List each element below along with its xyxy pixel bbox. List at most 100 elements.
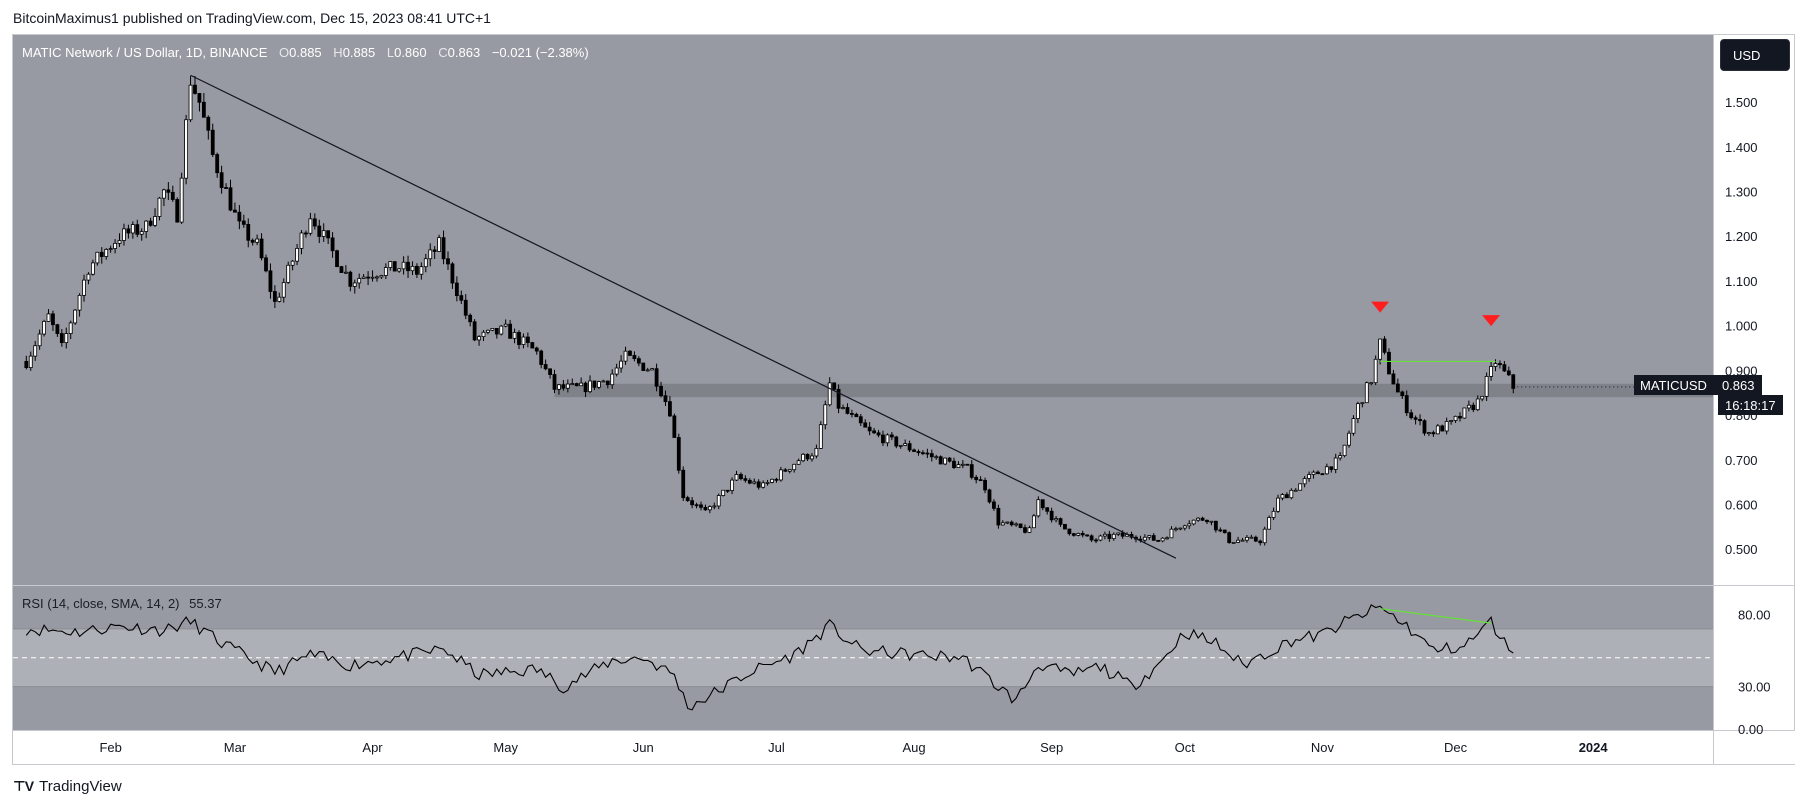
candle-body [792, 463, 797, 471]
candle [1324, 463, 1329, 475]
candle [210, 123, 215, 157]
candle [1307, 471, 1311, 482]
candle-body [1236, 539, 1240, 543]
candle-body [28, 355, 33, 368]
candle-body [1342, 444, 1347, 457]
candle-body [188, 84, 193, 121]
candle [139, 228, 144, 241]
candle-body [432, 249, 437, 252]
candle-body [1316, 471, 1320, 475]
candle [632, 351, 637, 362]
candle [907, 440, 912, 452]
candle [1240, 537, 1245, 542]
candle-body [361, 276, 366, 279]
candle [552, 369, 557, 394]
candle [1089, 534, 1094, 543]
candle [157, 196, 162, 221]
candle-body [1413, 417, 1418, 420]
candle [792, 463, 797, 473]
price-tick-label: 0.700 [1725, 453, 1758, 468]
candle [557, 384, 561, 395]
candle [1271, 507, 1276, 521]
candle-body [517, 332, 521, 345]
candle [903, 439, 908, 446]
candle-body [867, 426, 872, 432]
candle [845, 403, 850, 415]
candle [934, 454, 939, 460]
candle [943, 457, 948, 466]
candle [699, 501, 703, 511]
candle-body [743, 478, 748, 481]
candle [787, 469, 792, 474]
candle [481, 330, 486, 342]
candle-body [588, 380, 592, 393]
price-tag-symbol: MATICUSD [1640, 377, 1707, 393]
candle-body [956, 464, 961, 468]
candle [579, 377, 584, 387]
candle-body [987, 489, 992, 503]
footer-brand[interactable]: ⊤V TradingView [13, 778, 122, 795]
candle [525, 332, 530, 348]
candle-body [1480, 395, 1485, 400]
candle-body [1449, 420, 1454, 422]
candle-body [326, 230, 331, 239]
candle [308, 212, 313, 236]
candle [237, 204, 242, 230]
candle [1236, 536, 1240, 543]
candle-body [850, 413, 854, 415]
candle [810, 453, 814, 462]
candle [490, 328, 495, 332]
candle [99, 247, 104, 264]
candle-body [725, 489, 730, 492]
candle-body [663, 395, 668, 403]
candle-body [1063, 523, 1067, 530]
candle-body [610, 373, 615, 386]
candle [144, 220, 149, 239]
candle [1391, 369, 1396, 385]
candle-body [730, 479, 734, 491]
candle [1431, 430, 1436, 437]
candle-body [1320, 473, 1325, 476]
currency-button[interactable]: USD [1720, 39, 1790, 71]
candle-body [1311, 471, 1316, 475]
candle-body [659, 385, 663, 397]
candle-body [472, 321, 477, 341]
candle [1156, 539, 1161, 542]
candle [454, 276, 459, 302]
candle [1347, 430, 1351, 448]
candle-body [1040, 499, 1045, 509]
candle-body [699, 504, 703, 508]
candle [1151, 533, 1156, 541]
candle [1418, 414, 1422, 426]
candle-body [1191, 519, 1196, 525]
candle-body [153, 216, 157, 226]
candle-body [1045, 507, 1050, 512]
candle-body [1293, 489, 1298, 492]
candle [1005, 521, 1010, 525]
candle-body [796, 460, 801, 465]
candle-body [64, 333, 69, 344]
candle-body [68, 322, 73, 334]
candle-body [623, 350, 628, 362]
candle-body [1466, 404, 1471, 409]
candle-body [441, 237, 446, 260]
candle [1231, 541, 1236, 544]
candle [1435, 424, 1440, 435]
candle-body [983, 479, 987, 491]
candle [1080, 530, 1085, 538]
candle-body [37, 333, 42, 347]
candle [712, 502, 717, 510]
candle-body [348, 271, 353, 287]
candle [916, 449, 921, 456]
candle-body [508, 323, 513, 339]
candle [659, 381, 663, 398]
candle [153, 208, 157, 228]
candle-body [597, 381, 601, 388]
candle [894, 435, 899, 449]
candle-body [122, 228, 126, 241]
candle [694, 502, 699, 509]
candle-body [703, 506, 708, 511]
candle-body [934, 456, 939, 459]
candle [1116, 532, 1121, 537]
